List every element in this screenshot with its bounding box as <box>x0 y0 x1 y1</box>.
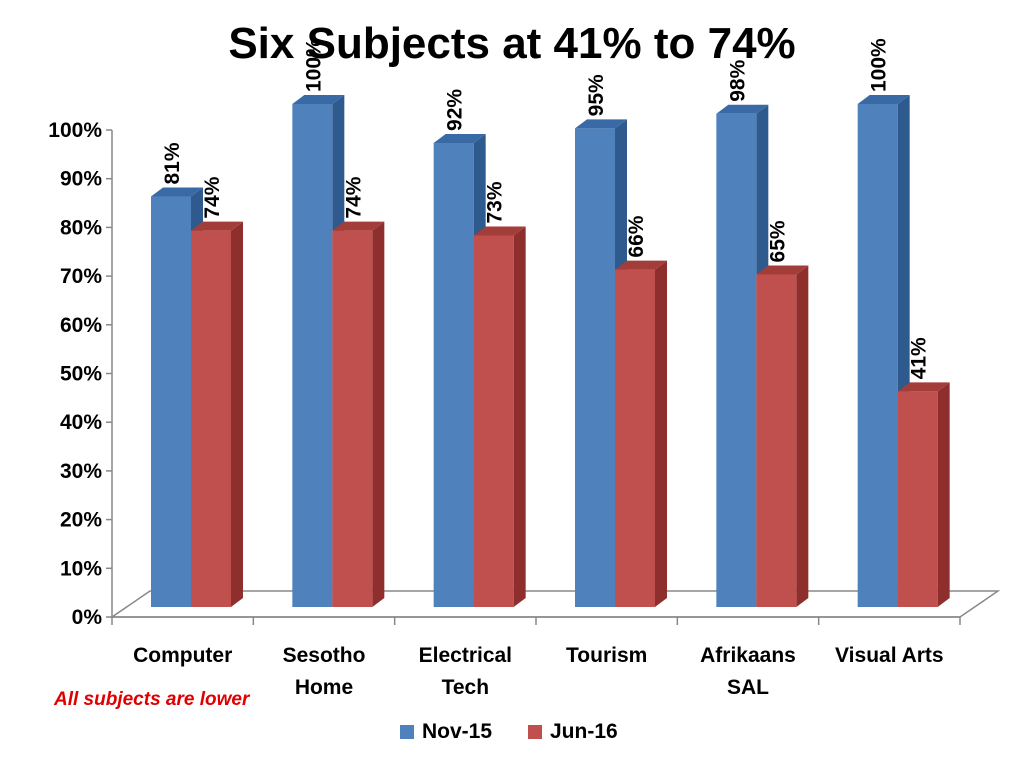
x-axis: Computer Sesotho Home Electrical Tech Tourism… <box>111 616 961 699</box>
y-tick-label: 70% <box>60 265 102 288</box>
y-tick-label: 40% <box>60 411 102 434</box>
bar-side <box>655 260 667 607</box>
bar-front <box>332 230 373 607</box>
x-tick-label: Afrikaans SAL <box>700 644 796 699</box>
bar-jun-16 <box>473 226 526 608</box>
data-labels: 81% 74% 100% 74% 92% 73% 95% 66% 98% 65% 100% 41% <box>161 38 931 379</box>
data-label: 73% <box>484 181 507 223</box>
bar-jun-16 <box>897 382 950 607</box>
y-tick-label: 100% <box>48 119 102 142</box>
x-tick-label: Electrical Tech <box>419 644 512 699</box>
bar-top <box>332 221 385 231</box>
bar-jun-16 <box>191 221 243 607</box>
y-tick-label: 60% <box>60 314 102 337</box>
bar-side <box>937 382 950 607</box>
bar-front <box>473 235 514 608</box>
legend-label-jun-16: Jun-16 <box>550 720 618 743</box>
chart-title: Six Subjects at 41% to 74% <box>228 19 795 68</box>
bar-top <box>615 260 667 270</box>
x-tick-label: Visual Arts <box>835 644 944 667</box>
data-label: 66% <box>625 215 648 257</box>
data-label: 98% <box>726 59 749 101</box>
legend-swatch-jun-16 <box>528 725 542 739</box>
data-label: 74% <box>342 176 365 218</box>
y-tick-label: 90% <box>60 168 102 191</box>
bar-top <box>897 382 950 392</box>
y-axis: 0% 10% 20% 30% 40% 50% 60% 70% 80% 90% 100% <box>48 119 113 629</box>
legend-label-nov-15: Nov-15 <box>422 720 492 743</box>
y-tick-label: 80% <box>60 216 102 239</box>
bar-top <box>433 133 486 143</box>
bar-top <box>191 221 243 231</box>
x-tick-label: Computer <box>133 644 232 667</box>
bar-top <box>857 95 910 104</box>
bar-side <box>231 221 243 607</box>
data-label: 100% <box>868 38 891 92</box>
y-tick-label: 0% <box>72 606 103 629</box>
annotation-note: All subjects are lower <box>50 689 254 711</box>
data-label: 100% <box>302 38 325 92</box>
data-label: 74% <box>201 176 224 218</box>
data-label: 95% <box>585 74 608 116</box>
bar-front <box>857 104 898 607</box>
bar-front <box>756 274 797 607</box>
bar-front <box>575 128 615 607</box>
bar-front <box>433 142 474 607</box>
y-tick-label: 50% <box>60 363 102 386</box>
bar-front <box>716 113 757 608</box>
data-label: 41% <box>908 337 931 379</box>
data-label: 81% <box>161 142 184 184</box>
bar-top <box>473 226 526 236</box>
y-tick-label: 20% <box>60 509 102 532</box>
x-tick-label: Sesotho Home <box>283 644 366 699</box>
bar-top <box>151 187 203 197</box>
bar-top <box>756 265 809 275</box>
legend: Nov-15 Jun-16 <box>400 720 618 743</box>
bar-jun-16 <box>756 265 809 607</box>
bar-side <box>372 221 385 607</box>
bar-front <box>191 230 231 607</box>
bar-front <box>151 196 191 607</box>
bar-side <box>513 226 526 608</box>
bar-front <box>292 104 333 607</box>
bar-jun-16 <box>615 260 667 607</box>
bar-front <box>897 391 938 607</box>
bar-top <box>575 119 627 129</box>
y-tick-label: 10% <box>60 557 102 580</box>
bar-front <box>615 269 655 607</box>
data-label: 92% <box>444 89 467 131</box>
data-label: 65% <box>766 220 789 262</box>
bar-nov-15 <box>857 95 910 607</box>
bar-side <box>796 265 809 607</box>
bars <box>151 95 950 608</box>
y-tick-label: 30% <box>60 460 102 483</box>
bar-top <box>292 95 345 104</box>
bar-top <box>716 104 769 114</box>
x-tick-label: Tourism <box>566 644 647 667</box>
legend-swatch-nov-15 <box>400 725 414 739</box>
bar-jun-16 <box>332 221 385 607</box>
